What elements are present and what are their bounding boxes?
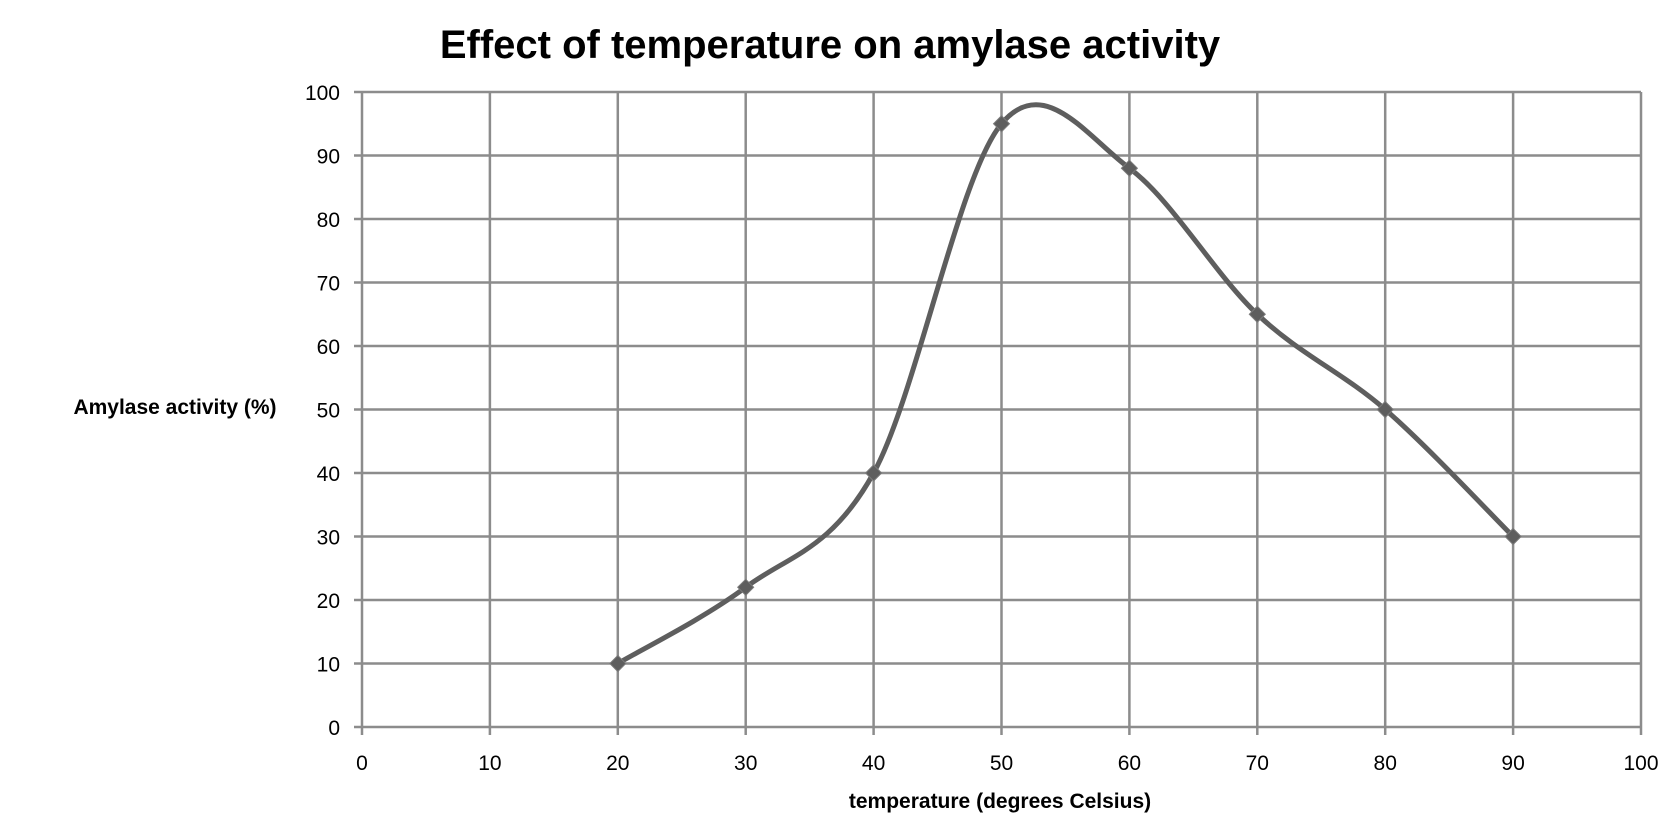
x-tick-label-80: 80 [1374, 752, 1397, 775]
y-tick-label-90: 90 [317, 146, 340, 169]
y-tick-label-20: 20 [317, 590, 340, 613]
data-point-30 [736, 578, 755, 597]
grid-lines [354, 90, 1643, 735]
series-line [615, 102, 1516, 666]
y-tick-label-40: 40 [317, 463, 340, 486]
y-tick-label-0: 0 [328, 717, 340, 740]
y-tick-label-70: 70 [317, 273, 340, 296]
x-tick-label-0: 0 [356, 752, 368, 775]
y-tick-label-80: 80 [317, 209, 340, 232]
data-point-90 [1504, 527, 1522, 546]
x-tick-label-60: 60 [1118, 752, 1141, 775]
x-tick-label-20: 20 [606, 752, 629, 775]
x-tick-label-90: 90 [1501, 752, 1524, 775]
chart-title: Effect of temperature on amylase activit… [440, 23, 1221, 67]
y-tick-label-100: 100 [305, 82, 340, 105]
series-markers [609, 115, 1522, 673]
data-point-70 [1248, 305, 1267, 323]
data-point-80 [1376, 400, 1394, 419]
y-axis-ticks: 0 10 20 30 40 50 60 70 80 90 100 [305, 82, 340, 740]
y-tick-label-50: 50 [317, 400, 340, 423]
x-tick-label-100: 100 [1623, 752, 1658, 775]
y-tick-label-10: 10 [317, 654, 340, 677]
data-point-60 [1120, 159, 1139, 177]
y-tick-label-60: 60 [317, 336, 340, 359]
x-axis-ticks: 0 10 20 30 40 50 60 70 80 90 100 [356, 752, 1658, 775]
y-axis-title: Amylase activity (%) [73, 396, 276, 419]
data-point-20 [609, 654, 627, 673]
y-tick-label-30: 30 [317, 527, 340, 550]
x-tick-label-50: 50 [990, 752, 1013, 775]
x-axis-title: temperature (degrees Celsius) [849, 790, 1151, 813]
data-point-40 [864, 464, 883, 482]
data-point-50 [992, 115, 1011, 133]
x-tick-label-30: 30 [734, 752, 757, 775]
x-tick-label-40: 40 [862, 752, 885, 775]
x-tick-label-70: 70 [1246, 752, 1269, 775]
x-tick-label-10: 10 [478, 752, 501, 775]
